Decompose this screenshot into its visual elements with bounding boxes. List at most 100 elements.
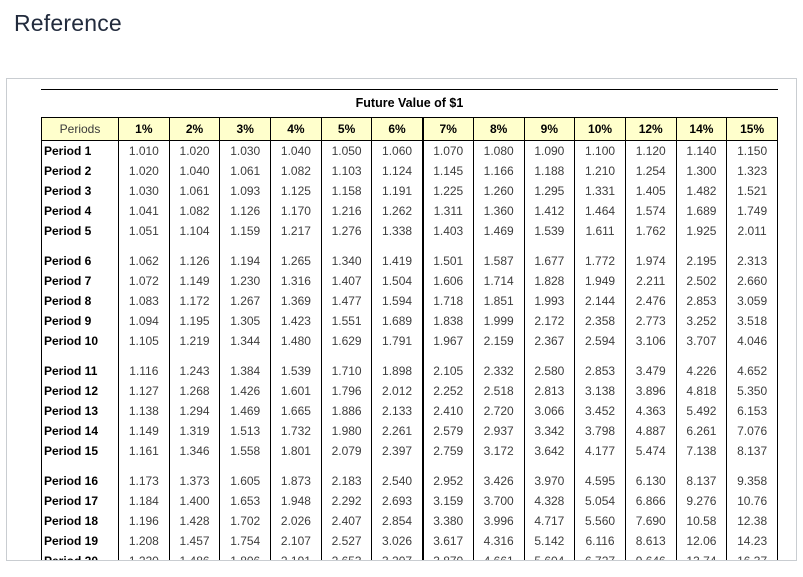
value-cell: 3.700 — [472, 491, 525, 511]
value-cell: 1.103 — [320, 161, 373, 181]
spacer-cell — [320, 351, 373, 361]
rate-column-header: 12% — [624, 117, 677, 141]
value-cell: 1.513 — [219, 421, 272, 441]
value-cell: 5.350 — [726, 381, 778, 401]
value-cell: 1.974 — [624, 251, 677, 271]
value-cell: 1.469 — [219, 401, 272, 421]
value-cell: 1.501 — [421, 251, 474, 271]
value-cell: 1.265 — [270, 251, 322, 271]
page-title: Reference — [14, 10, 122, 36]
value-cell: 2.159 — [472, 331, 525, 351]
value-cell: 1.217 — [270, 221, 322, 241]
row-label: Period 5 — [41, 221, 119, 241]
value-cell: 1.070 — [421, 140, 474, 161]
table-row: Period 7 1.072 1.149 1.230 1.316 1.407 1.504 1.… — [41, 271, 778, 291]
spacer-cell — [421, 461, 474, 471]
value-cell: 1.093 — [219, 181, 272, 201]
row-label: Period 4 — [41, 201, 119, 221]
table-row: Period 16 1.173 1.373 1.605 1.873 2.183 2.540 2… — [41, 471, 778, 491]
value-cell: 1.150 — [726, 140, 778, 161]
rate-column-header: 8% — [472, 117, 525, 141]
value-cell: 1.587 — [472, 251, 525, 271]
row-label: Period 17 — [41, 491, 119, 511]
spacer-cell — [675, 241, 728, 251]
rate-column-header: 7% — [421, 117, 474, 141]
value-cell: 1.601 — [270, 381, 322, 401]
value-cell: 14.23 — [726, 531, 778, 551]
value-cell: 3.066 — [523, 401, 576, 421]
table-header: Periods 1% 2% 3% 4% 5% 6% 7% 8% 9% 10% 12% 14% 15% — [41, 117, 778, 141]
value-cell: 1.539 — [523, 221, 576, 241]
value-cell: 1.428 — [168, 511, 221, 531]
value-cell: 1.243 — [168, 361, 221, 381]
value-cell: 1.040 — [270, 140, 322, 161]
value-cell: 1.702 — [219, 511, 272, 531]
spacer-cell — [624, 461, 677, 471]
value-cell: 1.191 — [371, 181, 424, 201]
value-cell: 1.100 — [574, 140, 626, 161]
value-cell: 3.970 — [523, 471, 576, 491]
value-cell: 1.426 — [219, 381, 272, 401]
row-label: Period 8 — [41, 291, 119, 311]
value-cell: 1.158 — [320, 181, 373, 201]
value-cell: 1.732 — [270, 421, 322, 441]
value-cell: 1.210 — [574, 161, 626, 181]
spacer-cell — [371, 241, 424, 251]
value-cell: 1.806 — [219, 551, 272, 560]
value-cell: 1.268 — [168, 381, 221, 401]
spacer-cell — [675, 351, 728, 361]
value-cell: 2.854 — [371, 511, 424, 531]
spacer-cell — [726, 241, 778, 251]
value-cell: 1.594 — [371, 291, 424, 311]
spacer-cell — [574, 351, 626, 361]
value-cell: 2.720 — [472, 401, 525, 421]
value-cell: 12.06 — [675, 531, 728, 551]
value-cell: 2.759 — [421, 441, 474, 461]
value-cell: 1.127 — [118, 381, 170, 401]
value-cell: 1.369 — [270, 291, 322, 311]
value-cell: 1.993 — [523, 291, 576, 311]
value-cell: 1.405 — [624, 181, 677, 201]
spacer-cell — [472, 241, 525, 251]
value-cell: 1.665 — [270, 401, 322, 421]
value-cell: 1.772 — [574, 251, 626, 271]
value-cell: 1.220 — [118, 551, 170, 560]
value-cell: 5.054 — [574, 491, 626, 511]
spacer-cell — [219, 351, 272, 361]
table-row: Period 15 1.161 1.346 1.558 1.801 2.079 2.397 2… — [41, 441, 778, 461]
value-cell: 1.886 — [320, 401, 373, 421]
value-cell: 3.896 — [624, 381, 677, 401]
spacer-cell — [118, 241, 170, 251]
value-cell: 1.262 — [371, 201, 424, 221]
value-cell: 2.937 — [472, 421, 525, 441]
value-cell: 1.331 — [574, 181, 626, 201]
value-cell: 3.870 — [421, 551, 474, 560]
row-label: Period 7 — [41, 271, 119, 291]
rate-column-header: 1% — [118, 117, 170, 141]
spacer-cell — [219, 241, 272, 251]
value-cell: 4.818 — [675, 381, 728, 401]
spacer-cell — [675, 461, 728, 471]
value-cell: 3.159 — [421, 491, 474, 511]
value-cell: 5.492 — [675, 401, 728, 421]
value-cell: 1.138 — [118, 401, 170, 421]
value-cell: 1.558 — [219, 441, 272, 461]
value-cell: 5.604 — [523, 551, 576, 560]
value-cell: 1.486 — [168, 551, 221, 560]
value-cell: 1.469 — [472, 221, 525, 241]
value-cell: 1.653 — [219, 491, 272, 511]
value-cell: 1.828 — [523, 271, 576, 291]
value-cell: 2.853 — [675, 291, 728, 311]
value-cell: 4.652 — [726, 361, 778, 381]
value-cell: 1.689 — [371, 311, 424, 331]
value-cell: 1.254 — [624, 161, 677, 181]
row-label: Period 16 — [41, 471, 119, 491]
value-cell: 1.140 — [675, 140, 728, 161]
value-cell: 1.629 — [320, 331, 373, 351]
value-cell: 1.040 — [168, 161, 221, 181]
value-cell: 6.116 — [574, 531, 626, 551]
value-cell: 2.332 — [472, 361, 525, 381]
table-title: Future Value of $1 — [355, 96, 464, 110]
value-cell: 1.419 — [371, 251, 424, 271]
value-cell: 3.106 — [624, 331, 677, 351]
